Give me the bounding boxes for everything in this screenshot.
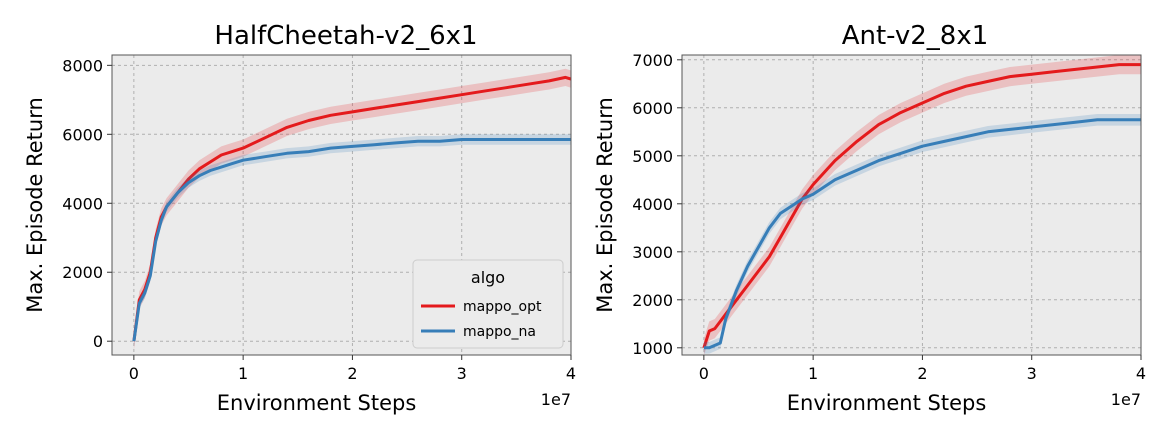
y-tick-label: 0	[93, 332, 103, 351]
chart-title: HalfCheetah-v2_6x1	[214, 21, 477, 51]
x-tick-label: 3	[457, 364, 467, 383]
series-line-mappo_na	[132, 138, 571, 342]
x-multiplier-label: 1e7	[1111, 390, 1141, 409]
x-multiplier-label: 1e7	[541, 390, 571, 409]
legend-label-mappo_na: mappo_na	[463, 324, 536, 340]
x-tick-label: 2	[347, 364, 357, 383]
x-tick-label: 2	[917, 364, 927, 383]
legend-box	[412, 259, 564, 349]
y-tick-label: 4000	[62, 194, 103, 213]
x-tick-label: 3	[1027, 364, 1037, 383]
y-tick-label: 1000	[632, 339, 673, 358]
y-tick-label: 2000	[62, 263, 103, 282]
chart-panel-2: 0 1 2 3 4 1000 2000 3000 4000 5000 6000 7000 Ant-v2_…	[593, 21, 1146, 415]
y-tick-label: 3000	[632, 243, 673, 262]
x-tick-label: 0	[129, 364, 139, 383]
plot-frame	[681, 54, 1142, 356]
y-axis-label: Max. Episode Return	[23, 97, 47, 313]
y-tick-label: 5000	[632, 147, 673, 166]
y-tick-label: 2000	[632, 291, 673, 310]
y-tick-label: 7000	[632, 51, 673, 70]
x-tick-label: 1	[808, 364, 818, 383]
x-tick-label: 1	[238, 364, 248, 383]
y-tick-label: 8000	[62, 56, 103, 75]
legend: algo mappo_opt mappo_na	[412, 259, 564, 349]
x-tick-label: 0	[699, 364, 709, 383]
x-axis-label: Environment Steps	[217, 391, 417, 415]
plot-frame	[111, 54, 572, 356]
legend-title: algo	[471, 268, 505, 287]
x-tick-label: 4	[566, 364, 576, 383]
x-tick-label: 4	[1136, 364, 1146, 383]
series-line-mappo_na	[703, 118, 1141, 350]
y-tick-label: 6000	[632, 99, 673, 118]
x-axis-label: Environment Steps	[787, 391, 987, 415]
y-axis-label: Max. Episode Return	[593, 97, 617, 313]
y-tick-label: 4000	[632, 195, 673, 214]
series-line-mappo_opt	[702, 63, 1141, 349]
plot-background	[682, 55, 1141, 355]
chart-title: Ant-v2_8x1	[842, 21, 989, 51]
chart-panel-1: 0 1 2 3 4 0 2000 4000 6000 8000 HalfCheetah-v2_6x1…	[23, 21, 576, 415]
legend-label-mappo_opt: mappo_opt	[463, 299, 542, 315]
y-tick-label: 6000	[62, 125, 103, 144]
